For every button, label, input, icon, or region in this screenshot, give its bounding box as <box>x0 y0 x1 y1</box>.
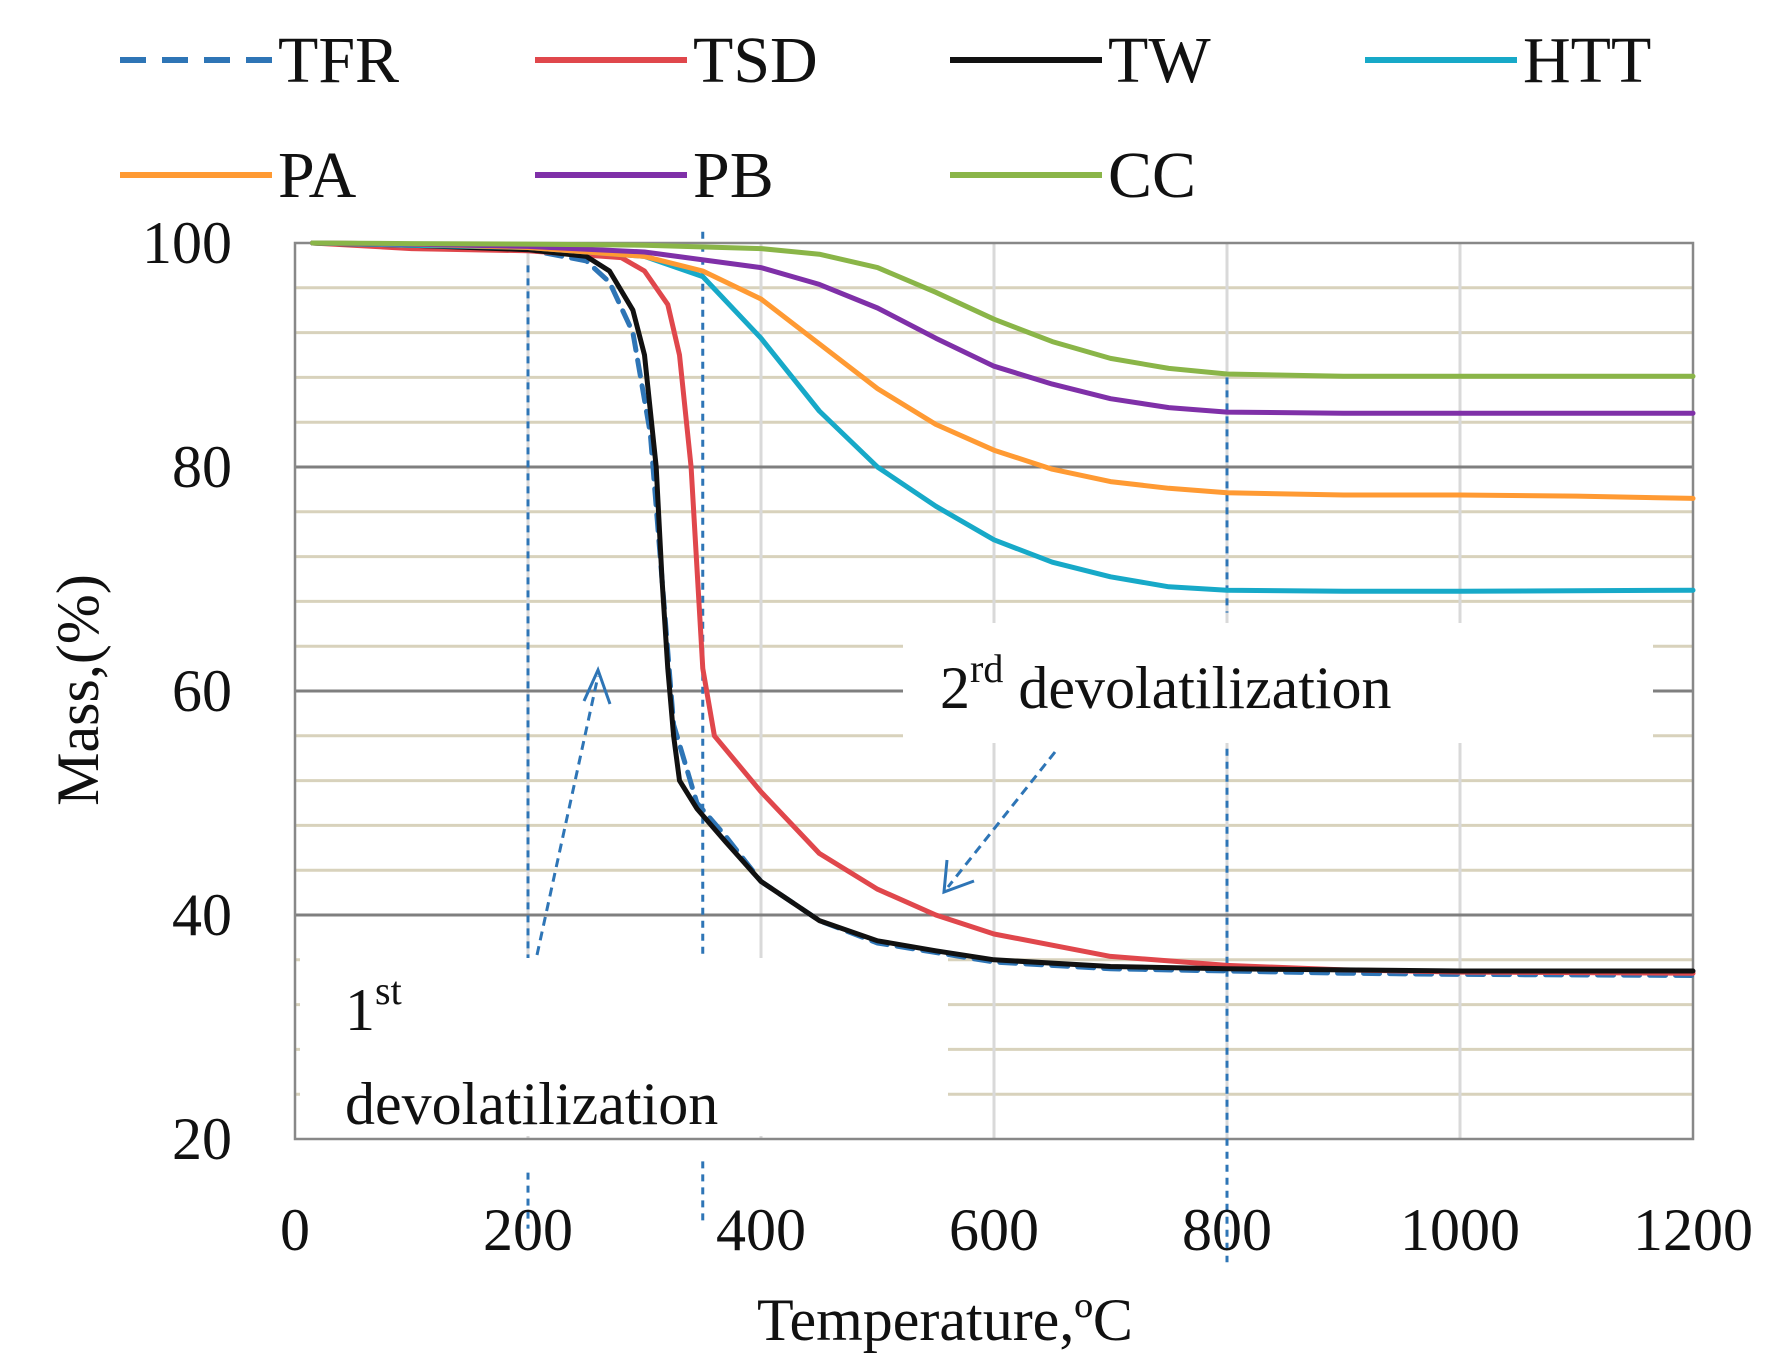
legend-label-htt: HTT <box>1523 24 1651 97</box>
annotation-second-base: 2 <box>940 655 970 721</box>
annotation-second-sup: rd <box>970 646 1003 691</box>
y-tick-label: 20 <box>172 1106 232 1172</box>
y-tick-label: 100 <box>142 210 232 276</box>
legend-label-tfr: TFR <box>278 24 399 97</box>
series-line-tsd <box>310 240 1696 976</box>
legend-label-tw: TW <box>1108 24 1211 97</box>
x-axis-title: Temperature,ºC <box>757 1287 1133 1353</box>
series-line-pa <box>310 240 1696 501</box>
plot-frame <box>293 241 1695 1141</box>
tick-labels: 0 200 400 600 800 1000 1200 20 40 60 80 100 <box>142 210 1753 1263</box>
y-tick-label: 80 <box>172 434 232 500</box>
x-tick-label: 1200 <box>1633 1197 1753 1263</box>
x-tick-label: 600 <box>949 1197 1039 1263</box>
y-axis-title: Mass,(%) <box>45 574 111 806</box>
y-tick-label: 40 <box>172 882 232 948</box>
x-tick-label: 1000 <box>1400 1197 1520 1263</box>
series-lines <box>310 240 1696 978</box>
x-tick-label: 800 <box>1182 1197 1272 1263</box>
series-line-pb <box>310 240 1696 416</box>
annotation-box-first <box>300 958 948 1136</box>
annotation-second: 2rd devolatilization <box>940 646 1392 721</box>
x-tick-label: 0 <box>280 1197 310 1263</box>
series-line-htt <box>310 240 1696 594</box>
y-tick-label: 60 <box>172 658 232 724</box>
legend: TFR TSD TW HTT PA PB CC <box>120 24 1651 212</box>
legend-label-tsd: TSD <box>693 24 818 97</box>
arrow-second <box>946 751 1057 888</box>
x-tick-label: 200 <box>483 1197 573 1263</box>
annotation-second-text: devolatilization <box>1003 655 1391 721</box>
legend-label-cc: CC <box>1108 139 1196 212</box>
annotation-box-second <box>903 623 1653 743</box>
annotation-first-sup: st <box>375 968 402 1013</box>
legend-label-pa: PA <box>278 139 357 212</box>
series-line-tw <box>310 240 1696 974</box>
arrow-first-head <box>582 665 612 705</box>
series-line-tfr <box>310 240 1696 978</box>
arrow-second-head <box>942 859 975 895</box>
legend-label-pb: PB <box>693 139 774 212</box>
annotation-first-base: 1 <box>345 977 375 1043</box>
x-tick-label: 400 <box>716 1197 806 1263</box>
annotation-first-line2: devolatilization <box>345 1071 718 1137</box>
arrow-first <box>535 675 600 956</box>
annotation-first-line1: 1st <box>345 968 402 1043</box>
series-line-cc <box>310 240 1696 379</box>
